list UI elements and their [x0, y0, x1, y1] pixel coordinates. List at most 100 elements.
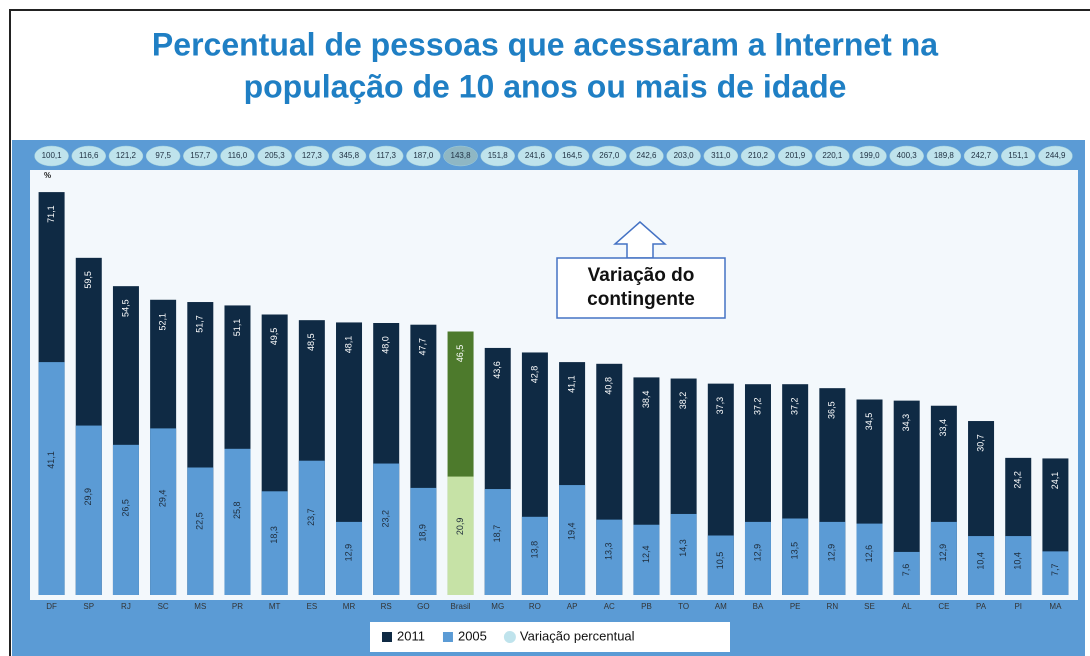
bar	[112, 444, 139, 595]
x-tick-label: PB	[641, 602, 652, 611]
x-tick-label: DF	[46, 602, 57, 611]
x-tick-label: Brasil	[451, 602, 471, 611]
x-tick-label: PE	[790, 602, 801, 611]
variation-label: 164,5	[562, 151, 583, 160]
data-label: 37,3	[715, 397, 725, 415]
x-tick-label: PI	[1014, 602, 1022, 611]
plot-area	[30, 170, 1078, 600]
variation-label: 187,0	[413, 151, 434, 160]
data-label: 34,5	[864, 413, 874, 431]
annotation: contingente	[587, 289, 695, 310]
variation-label: 100,1	[42, 151, 63, 160]
variation-label: 97,5	[155, 151, 171, 160]
variation-label: 220,1	[822, 151, 843, 160]
variation-label: 242,7	[971, 151, 992, 160]
data-label: 59,5	[83, 271, 93, 289]
bar	[75, 425, 102, 595]
variation-marker	[257, 145, 292, 167]
data-label: 13,8	[529, 541, 539, 559]
variation-label: 189,8	[934, 151, 955, 160]
bar	[336, 521, 363, 595]
variation-marker	[480, 145, 515, 167]
variation-marker	[1000, 145, 1036, 167]
variation-marker	[34, 145, 69, 167]
x-tick-label: MG	[491, 602, 504, 611]
bar	[856, 523, 883, 595]
variation-marker	[1038, 145, 1073, 167]
variation-marker	[629, 145, 664, 167]
x-tick-label: GO	[417, 602, 429, 611]
bar	[224, 448, 251, 595]
data-label: 40,8	[604, 377, 614, 395]
variation-marker	[889, 145, 924, 167]
x-tick-label: ES	[307, 602, 318, 611]
x-tick-label: AC	[604, 602, 615, 611]
bar	[893, 551, 920, 595]
variation-marker	[220, 145, 255, 167]
data-label: 12,4	[641, 545, 651, 563]
variation-label: 201,9	[785, 151, 806, 160]
x-tick-label: MT	[269, 602, 281, 611]
data-label: 22,5	[195, 512, 205, 530]
legend-swatch	[442, 632, 453, 642]
data-label: 51,7	[195, 315, 205, 333]
x-tick-label: MR	[343, 602, 356, 611]
variation-marker	[294, 145, 330, 167]
x-tick-label: PA	[976, 602, 987, 611]
data-label: 37,2	[752, 397, 762, 415]
x-tick-label: BA	[753, 602, 764, 611]
variation-marker	[592, 145, 627, 167]
bar	[596, 519, 623, 595]
legend-box	[370, 622, 730, 652]
y-axis-label: %	[44, 171, 51, 180]
data-label: 12,9	[938, 544, 948, 562]
variation-label: 151,1	[1008, 151, 1029, 160]
variation-label: 203,0	[674, 151, 695, 160]
x-tick-label: RN	[827, 602, 839, 611]
bar	[298, 460, 325, 595]
x-tick-label: SE	[864, 602, 875, 611]
bar	[1042, 551, 1069, 595]
data-label: 18,7	[492, 525, 502, 543]
bar	[447, 476, 474, 595]
data-label: 7,6	[901, 564, 911, 577]
variation-marker	[703, 145, 739, 167]
data-label: 12,9	[752, 544, 762, 562]
chart-subtitle: população de 10 anos ou mais de idade	[244, 68, 847, 104]
data-label: 14,3	[678, 539, 688, 557]
data-label: 29,4	[158, 490, 168, 508]
data-label: 52,1	[158, 313, 168, 331]
data-label: 51,1	[232, 319, 242, 337]
data-label: 36,5	[827, 401, 837, 419]
variation-label: 345,8	[339, 151, 360, 160]
data-label: 23,7	[306, 508, 316, 526]
data-label: 10,5	[715, 552, 725, 570]
legend-swatch	[503, 631, 516, 643]
data-label: 41,1	[46, 451, 56, 469]
x-tick-label: RJ	[121, 602, 131, 611]
bar	[633, 524, 660, 595]
variation-marker	[666, 145, 701, 167]
bar	[968, 536, 995, 595]
variation-marker	[71, 145, 107, 167]
x-tick-label: PR	[232, 602, 243, 611]
data-label: 23,2	[381, 510, 391, 528]
annotation: Variação do	[588, 265, 695, 286]
variation-marker	[963, 145, 999, 167]
data-label: 33,4	[938, 419, 948, 437]
variation-marker	[368, 145, 404, 167]
data-label: 34,3	[901, 414, 911, 432]
data-label: 26,5	[120, 499, 130, 517]
variation-marker	[145, 145, 181, 167]
variation-label: 121,2	[116, 151, 137, 160]
bar	[261, 491, 288, 595]
data-label: 42,8	[529, 366, 539, 384]
variation-label: 241,6	[525, 151, 546, 160]
data-label: 71,1	[46, 205, 56, 223]
data-label: 7,7	[1050, 563, 1060, 576]
data-label: 30,7	[975, 434, 985, 452]
variation-label: 244,9	[1045, 151, 1066, 160]
data-label: 54,5	[120, 299, 130, 317]
variation-marker	[183, 145, 218, 167]
bar	[782, 518, 809, 595]
